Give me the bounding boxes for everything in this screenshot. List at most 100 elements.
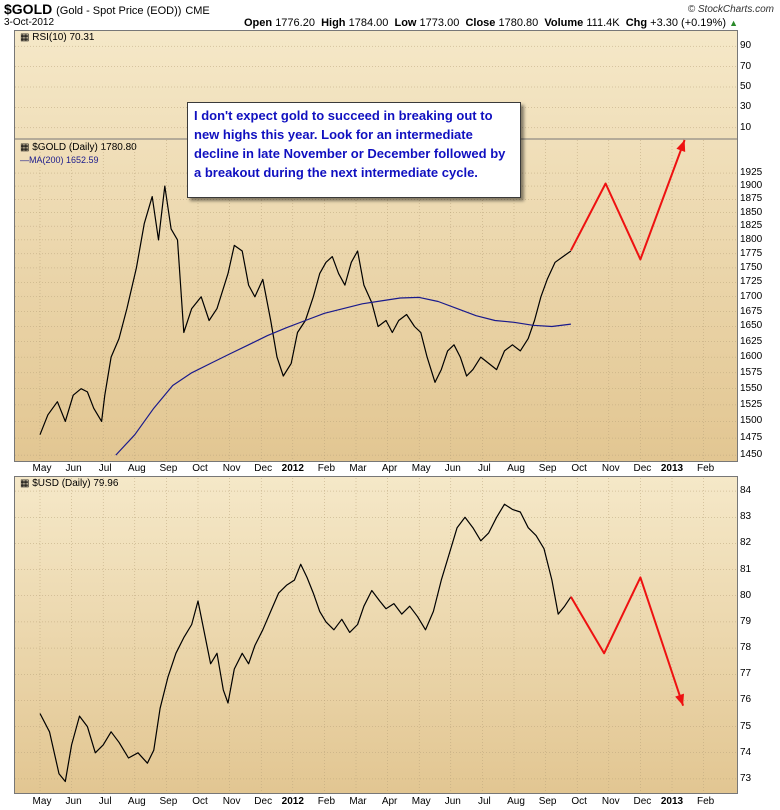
gold-y-tick: 1775: [740, 247, 763, 259]
gold-y-tick: 1675: [740, 305, 763, 317]
gold-x-tick: Apr: [381, 463, 398, 474]
usd-x-tick: Sep: [538, 796, 557, 807]
ma-legend: —MA(200) 1652.59: [20, 155, 99, 165]
gold-y-tick: 1700: [740, 290, 763, 302]
gold-x-tick: Dec: [254, 463, 273, 474]
chg-label: Chg: [625, 17, 648, 29]
gold-legend: ▦ $GOLD (Daily) 1780.80: [20, 142, 137, 153]
usd-y-tick: 83: [740, 511, 752, 523]
chg-value: +3.30 (+0.19%): [650, 17, 726, 29]
rsi-y-tick: 50: [740, 81, 752, 92]
usd-x-tick: Jul: [477, 796, 491, 807]
up-arrow-icon: ▲: [729, 18, 738, 28]
gold-x-tick: Aug: [507, 463, 525, 474]
usd-x-tick: May: [411, 796, 431, 807]
gold-projection-arrowhead: [676, 140, 686, 152]
usd-price-line: [39, 503, 572, 783]
chart-title: $GOLD (Gold - Spot Price (EOD)) CME: [4, 1, 210, 17]
usd-legend: ▦ $USD (Daily) 79.96: [20, 478, 118, 489]
gold-x-tick: 2012: [281, 463, 304, 474]
usd-y-tick: 77: [740, 668, 752, 680]
low-value: 1773.00: [419, 17, 460, 29]
gold-x-tick: Jun: [444, 463, 461, 474]
gold-y-tick: 1600: [740, 351, 763, 363]
usd-x-tick: Nov: [222, 796, 241, 807]
open-label: Open: [244, 17, 273, 29]
usd-x-tick: Jul: [98, 796, 112, 807]
usd-x-tick: Apr: [381, 796, 398, 807]
gold-y-tick: 1925: [740, 167, 763, 179]
gold-x-tick: Jun: [65, 463, 82, 474]
stockcharts-credit: © StockCharts.com: [687, 4, 774, 15]
exchange: CME: [185, 5, 210, 17]
gold-price-line: [39, 185, 572, 435]
usd-x-tick: Dec: [254, 796, 273, 807]
low-label: Low: [394, 17, 417, 29]
rsi-legend: ▦ RSI(10) 70.31: [20, 32, 95, 43]
usd-x-tick: Jun: [65, 796, 82, 807]
gold-x-tick: 2013: [660, 463, 684, 474]
gold-x-tick: Oct: [571, 463, 587, 474]
gold-x-tick: Oct: [192, 463, 208, 474]
usd-y-tick: 75: [740, 720, 752, 732]
annotation-callout: I don't expect gold to succeed in breaki…: [187, 102, 521, 198]
gold-x-tick: Feb: [696, 463, 715, 474]
usd-projection-line: [570, 576, 685, 707]
usd-x-tick: Feb: [317, 796, 336, 807]
usd-projection-arrowhead: [675, 693, 685, 706]
usd-x-tick: Nov: [601, 796, 620, 807]
gold-x-tick: Nov: [222, 463, 241, 474]
gold-y-tick: 1625: [740, 335, 763, 347]
rsi-y-tick: 10: [740, 121, 752, 133]
usd-y-tick: 74: [740, 746, 752, 758]
gold-y-tick: 1475: [740, 432, 763, 444]
gold-y-tick: 1800: [740, 233, 763, 245]
ohlc-readout: Open 1776.20 High 1784.00 Low 1773.00 Cl…: [244, 17, 738, 29]
volume-label: Volume: [544, 17, 584, 29]
chart-date: 3-Oct-2012: [4, 17, 55, 28]
gold-y-tick: 1850: [740, 206, 763, 218]
gold-x-tick: Jul: [477, 463, 491, 474]
gold-y-tick: 1825: [740, 220, 763, 232]
gold-x-tick: Aug: [127, 463, 146, 474]
rsi-y-tick: 90: [740, 40, 752, 52]
usd-y-tick: 73: [740, 772, 752, 784]
usd-y-tick: 78: [740, 642, 752, 654]
gold-y-tick: 1900: [740, 180, 763, 192]
usd-x-tick: Oct: [192, 796, 208, 807]
usd-x-tick: 2013: [660, 796, 684, 807]
usd-y-tick: 80: [740, 589, 752, 601]
gold-x-tick: Mar: [349, 463, 367, 474]
usd-x-tick: Oct: [571, 796, 587, 807]
close-label: Close: [465, 17, 496, 29]
gold-y-tick: 1525: [740, 398, 763, 410]
usd-x-tick: 2012: [281, 796, 304, 807]
close-value: 1780.80: [498, 17, 539, 29]
gold-y-tick: 1500: [740, 415, 763, 427]
usd-x-tick: May: [32, 796, 52, 807]
gold-legend-marker-icon: ▦: [20, 142, 30, 153]
gold-y-tick: 1650: [740, 320, 763, 332]
open-value: 1776.20: [275, 17, 315, 29]
gold-x-tick: Sep: [159, 463, 178, 474]
rsi-y-tick: 70: [740, 60, 752, 72]
gold-y-tick: 1750: [740, 261, 763, 273]
usd-x-tick: Jun: [444, 796, 461, 807]
usd-y-tick: 79: [740, 615, 752, 627]
gold-x-tick: May: [32, 463, 52, 474]
ma-legend-text: MA(200) 1652.59: [29, 155, 99, 165]
high-value: 1784.00: [348, 17, 389, 29]
gold-x-tick: Sep: [538, 463, 557, 474]
usd-y-tick: 82: [740, 537, 752, 549]
gold-x-tick: Dec: [633, 463, 652, 474]
gold-y-tick: 1450: [740, 449, 763, 461]
usd-x-tick: Feb: [696, 796, 715, 807]
usd-y-tick: 81: [740, 563, 752, 575]
usd-legend-text: $USD (Daily) 79.96: [32, 478, 119, 489]
gold-x-tick: Feb: [317, 463, 336, 474]
symbol: $GOLD: [4, 1, 53, 17]
ma200-line: [115, 296, 571, 456]
usd-x-tick: Dec: [633, 796, 652, 807]
usd-x-tick: Sep: [159, 796, 178, 807]
gold-y-tick: 1875: [740, 193, 763, 205]
